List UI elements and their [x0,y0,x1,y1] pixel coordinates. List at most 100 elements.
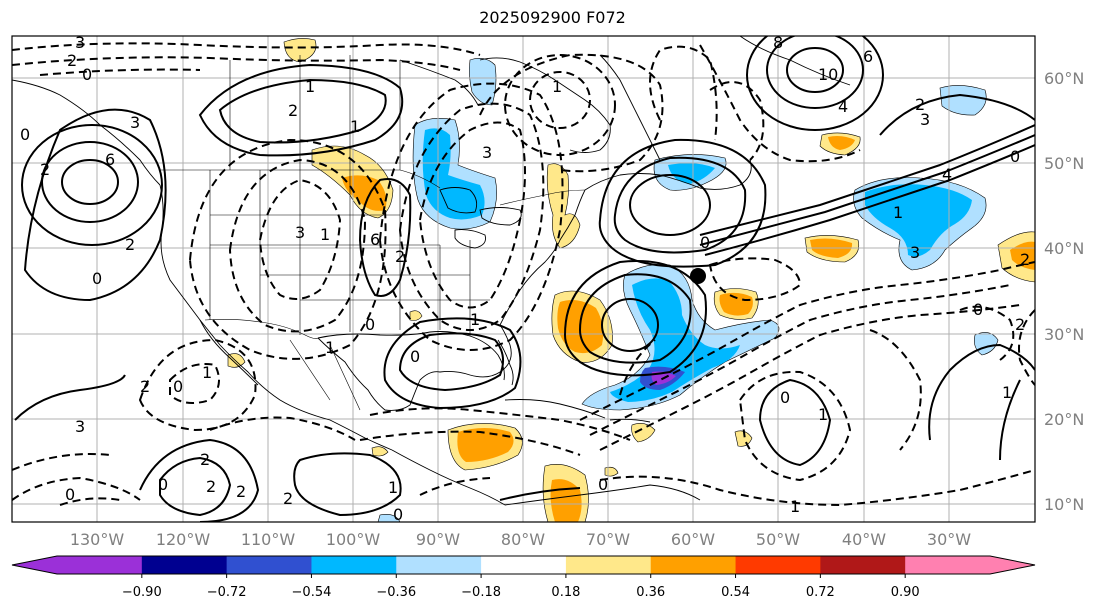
colorbar-tick-label: 0.54 [721,585,750,600]
lon-label: 90°W [416,530,460,549]
lon-label: 100°W [326,530,381,549]
contour-label: 6 [105,150,115,169]
lon-label: 120°W [156,530,211,549]
contour-label: 1 [350,117,360,136]
shade-yellow-3 [546,163,581,249]
colorbar-segment [481,556,567,574]
contour-label: 0 [173,377,183,396]
contour-label: 2 [288,101,298,120]
contour-label: 1 [320,225,330,244]
lon-label: 130°W [70,530,125,549]
colorbar-segment [141,556,228,574]
lon-label: 30°W [927,530,971,549]
contour-label: 2 [1015,315,1025,334]
colorbar-under-arrow [12,556,57,574]
contour-label: 0 [365,315,375,334]
colorbar: −0.90 −0.72 −0.54 −0.36 −0.18 0.18 0.36 0.54 0.7… [11,555,1036,600]
shade-yellow-1 [283,38,317,63]
colorbar-over-arrow [990,556,1035,574]
dashed-contours [12,42,1035,507]
lon-label: 40°W [842,530,886,549]
shade-lightblue-6 [939,85,987,116]
contour-label: 2 [40,160,50,179]
shade-yellow-15 [409,310,423,321]
shade-blue-4 [865,184,972,257]
colorbar-segment [650,556,737,574]
colorbar-segment [905,556,991,574]
lon-label: 50°W [756,530,800,549]
contour-label: 0 [393,505,403,524]
colorbar-tick-label: −0.90 [122,585,162,600]
contour-label: 0 [158,475,168,494]
colorbar-tick-label: −0.54 [292,585,332,600]
contour-label: 0 [1010,147,1020,166]
contour-label: 1 [1002,383,1012,402]
contour-label: 1 [470,310,480,329]
map-frame [11,35,1036,523]
contour-label: 3 [295,223,305,242]
contour-label: 0 [410,347,420,366]
contour-label: 1 [305,77,315,96]
lat-label: 30°N [1044,325,1084,344]
contour-label: 0 [20,125,30,144]
contour-label: 0 [598,475,608,494]
contour-label: 0 [82,65,92,84]
contour-label: 8 [773,33,783,52]
contour-label: 0 [973,300,983,319]
contour-label: 3 [920,110,930,129]
colorbar-tick-label: −0.72 [207,585,247,600]
contour-label: 6 [863,47,873,66]
shade-lightblue-8 [377,514,401,522]
lon-label: 60°W [671,530,715,549]
contour-label: 2 [206,477,216,496]
contour-label: 2 [915,95,925,114]
lat-label: 20°N [1044,410,1084,429]
contour-label: 2 [236,482,246,501]
shade-orange-6 [1010,241,1035,270]
contour-label: 2 [283,489,293,508]
shade-lightblue-2 [469,58,497,106]
lat-label: 60°N [1044,69,1084,88]
lat-label: 10°N [1044,495,1084,514]
map-title: 2025092900 F072 [479,8,626,27]
colorbar-segment [820,556,906,574]
contour-label: 3 [482,143,492,162]
colorbar-segment [226,556,312,574]
solid-contours [14,36,1035,522]
contour-label: 1 [202,363,212,382]
contour-label: 1 [893,203,903,222]
shade-blue-3 [668,163,715,184]
contour-label: 1 [325,338,335,357]
lon-label: 80°W [501,530,545,549]
longitude-labels: 130°W 120°W 110°W 100°W 90°W 80°W 70°W 6… [70,530,971,549]
map-gridlines [12,36,1035,522]
contour-label: 0 [65,485,75,504]
contour-label: 2 [200,450,210,469]
lon-label: 110°W [241,530,296,549]
contour-label: 0 [780,388,790,407]
colorbar-tick-label: 0.36 [636,585,665,600]
contour-label: 0 [700,233,710,252]
shade-orange-5 [828,136,855,150]
lon-label: 70°W [586,530,630,549]
contour-label: 3 [910,243,920,262]
colorbar-segment [311,556,397,574]
colorbar-segment [57,556,143,574]
shade-blue-2 [610,278,740,402]
storm-center-dot [690,268,706,284]
latitude-labels: 60°N 50°N 40°N 30°N 20°N 10°N [1044,69,1084,514]
lat-label: 40°N [1044,239,1084,258]
shade-yellow-14 [371,446,389,457]
contour-label: 6 [370,230,380,249]
contour-label: 2 [67,51,77,70]
colorbar-tick-label: 0.72 [806,585,835,600]
contour-label: 2 [395,247,405,266]
contour-label: 3 [75,417,85,436]
contour-label: 10 [818,65,838,84]
contour-label: 4 [838,97,848,116]
contour-label: 1 [388,478,398,497]
contour-label: 3 [75,33,85,52]
contour-label: 0 [92,269,102,288]
contour-label: 4 [942,165,952,184]
